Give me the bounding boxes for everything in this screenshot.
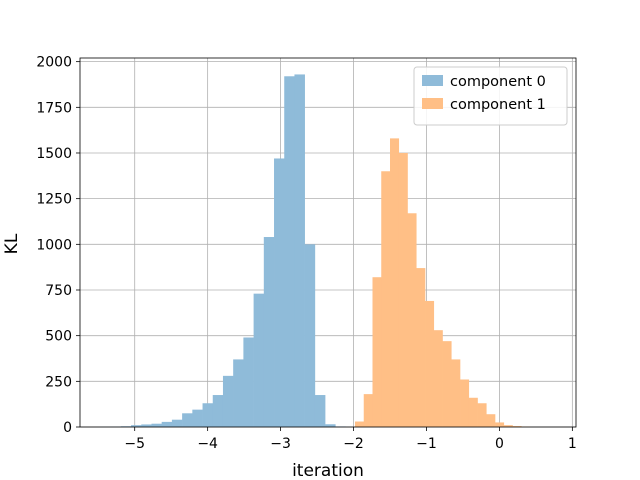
histogram-bar <box>398 152 408 427</box>
x-tick-label: −2 <box>343 436 364 452</box>
x-tick-label: −1 <box>416 436 437 452</box>
y-tick-label: 250 <box>45 374 72 390</box>
histogram-bar <box>222 375 234 427</box>
histogram-bar <box>451 359 461 427</box>
plot-frame <box>79 57 577 428</box>
histogram-bar <box>171 419 183 427</box>
legend-swatch <box>422 75 443 86</box>
histogram-bar <box>503 425 513 427</box>
legend-swatch <box>422 98 443 109</box>
histogram-bar <box>460 379 470 427</box>
histogram-bar <box>468 397 478 427</box>
histogram-bar <box>192 409 203 427</box>
histogram-bar <box>253 293 265 427</box>
x-axis-label: iteration <box>292 461 364 480</box>
histogram-bar <box>363 394 373 427</box>
histogram-bar <box>477 403 487 427</box>
histogram-bar <box>161 421 173 427</box>
y-tick-label: 750 <box>45 283 72 299</box>
histogram-bar <box>304 244 316 427</box>
series-0 <box>100 74 346 428</box>
y-tick-label: 1250 <box>36 192 72 208</box>
histogram-bar <box>274 158 285 428</box>
histogram-bar <box>381 171 391 427</box>
histogram-bar <box>425 300 435 427</box>
histogram-bar <box>151 423 162 427</box>
histogram-bar <box>294 74 305 427</box>
legend-label: component 1 <box>450 97 546 113</box>
y-axis-label: KL <box>2 233 22 254</box>
histogram-bar <box>233 359 244 427</box>
x-tick-label: −4 <box>197 436 218 452</box>
series-1 <box>354 138 531 428</box>
histogram-bar <box>202 403 214 427</box>
y-tick-label: 0 <box>63 420 72 436</box>
legend: component 0 component 1 <box>413 66 568 126</box>
x-tick-label: 0 <box>495 436 504 452</box>
histogram-bar <box>243 337 254 427</box>
histogram-bar <box>212 395 224 427</box>
axis-ticks: −5 −4 −3 −2 −1 0 1 0 250 500 750 1000 1250 1500 1750 20… <box>36 55 576 452</box>
histogram-bar <box>284 76 295 427</box>
histogram-bars <box>100 74 531 428</box>
histogram-bar <box>486 414 496 427</box>
histogram-bar <box>372 277 382 427</box>
x-tick-label: −3 <box>270 436 291 452</box>
histogram-bar <box>354 421 365 427</box>
histogram-bar <box>495 422 505 427</box>
histogram-bar <box>314 395 326 427</box>
y-tick-label: 1000 <box>36 237 72 253</box>
histogram-bar <box>131 425 142 427</box>
histogram-bar <box>182 413 193 427</box>
y-tick-label: 1500 <box>36 146 72 162</box>
y-tick-label: 2000 <box>36 55 72 71</box>
histogram-bar <box>390 138 400 428</box>
histogram-bar <box>263 237 275 427</box>
histogram-bar <box>416 268 426 427</box>
legend-box <box>413 66 568 126</box>
histogram-bar <box>442 341 452 427</box>
histogram-bar <box>141 424 152 427</box>
histogram-bar <box>433 330 443 427</box>
y-tick-label: 1750 <box>36 100 72 116</box>
histogram-bar <box>407 213 417 427</box>
legend-label: component 0 <box>450 74 546 90</box>
histogram-bar <box>325 424 336 427</box>
x-tick-label: 1 <box>568 436 577 452</box>
histogram-bar <box>512 426 522 427</box>
x-tick-label: −5 <box>124 436 145 452</box>
y-tick-label: 500 <box>45 329 72 345</box>
